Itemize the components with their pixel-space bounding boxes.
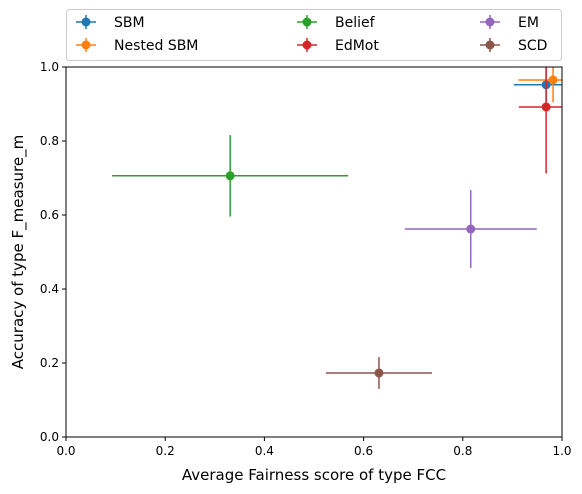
data-point bbox=[466, 224, 476, 234]
data-point bbox=[541, 102, 551, 112]
legend-label: SBM bbox=[114, 15, 145, 31]
legend-item: SCD bbox=[480, 38, 547, 54]
x-tick-label: 0.0 bbox=[56, 444, 75, 458]
series-5 bbox=[325, 357, 433, 389]
y-axis-label: Accuracy of type F_measure_m bbox=[9, 135, 28, 369]
legend-marker bbox=[485, 17, 495, 27]
legend-label: EM bbox=[518, 15, 539, 31]
legend-marker bbox=[485, 40, 495, 50]
legend-marker bbox=[81, 17, 91, 27]
data-point bbox=[548, 75, 558, 85]
legend-frame bbox=[66, 9, 562, 61]
y-tick-label: 1.0 bbox=[40, 60, 59, 74]
x-tick-label: 0.6 bbox=[354, 444, 373, 458]
legend-label: Belief bbox=[335, 15, 376, 31]
y-tick-label: 0.2 bbox=[40, 356, 59, 370]
plot-layer bbox=[112, 67, 562, 389]
x-tick-label: 0.2 bbox=[156, 444, 175, 458]
legend-item: EM bbox=[480, 15, 539, 31]
y-tick-label: 0.0 bbox=[40, 430, 59, 444]
series-4 bbox=[404, 190, 537, 268]
x-tick-label: 0.8 bbox=[453, 444, 472, 458]
data-point bbox=[225, 171, 235, 181]
legend-item: EdMot bbox=[297, 38, 379, 54]
legend-item: Nested SBM bbox=[76, 38, 198, 54]
legend-marker bbox=[302, 17, 312, 27]
data-point bbox=[374, 368, 384, 378]
series-3 bbox=[518, 67, 562, 174]
legend-marker bbox=[302, 40, 312, 50]
legend-entries: SBM Nested SBM Belief EdMot EM SCD bbox=[76, 15, 547, 54]
legend-label: Nested SBM bbox=[114, 38, 198, 54]
y-tick-label: 0.8 bbox=[40, 134, 59, 148]
y-tick-label: 0.4 bbox=[40, 282, 59, 296]
legend-item: Belief bbox=[297, 15, 376, 31]
series-2 bbox=[112, 135, 349, 217]
legend-item: SBM bbox=[76, 15, 145, 31]
x-tick-label: 1.0 bbox=[552, 444, 571, 458]
x-axis-ticks: 0.0 0.2 0.4 0.6 0.8 1.0 bbox=[56, 437, 572, 458]
legend-marker bbox=[81, 40, 91, 50]
legend: SBM Nested SBM Belief EdMot EM SCD bbox=[66, 9, 562, 61]
y-axis-ticks: 0.0 0.2 0.4 0.6 0.8 1.0 bbox=[40, 60, 66, 444]
legend-label: EdMot bbox=[335, 38, 379, 54]
plot-frame bbox=[65, 66, 563, 438]
x-tick-label: 0.4 bbox=[255, 444, 274, 458]
series-1 bbox=[518, 67, 562, 103]
y-tick-label: 0.6 bbox=[40, 208, 59, 222]
x-axis-label: Average Fairness score of type FCC bbox=[182, 466, 446, 484]
legend-label: SCD bbox=[518, 38, 547, 54]
